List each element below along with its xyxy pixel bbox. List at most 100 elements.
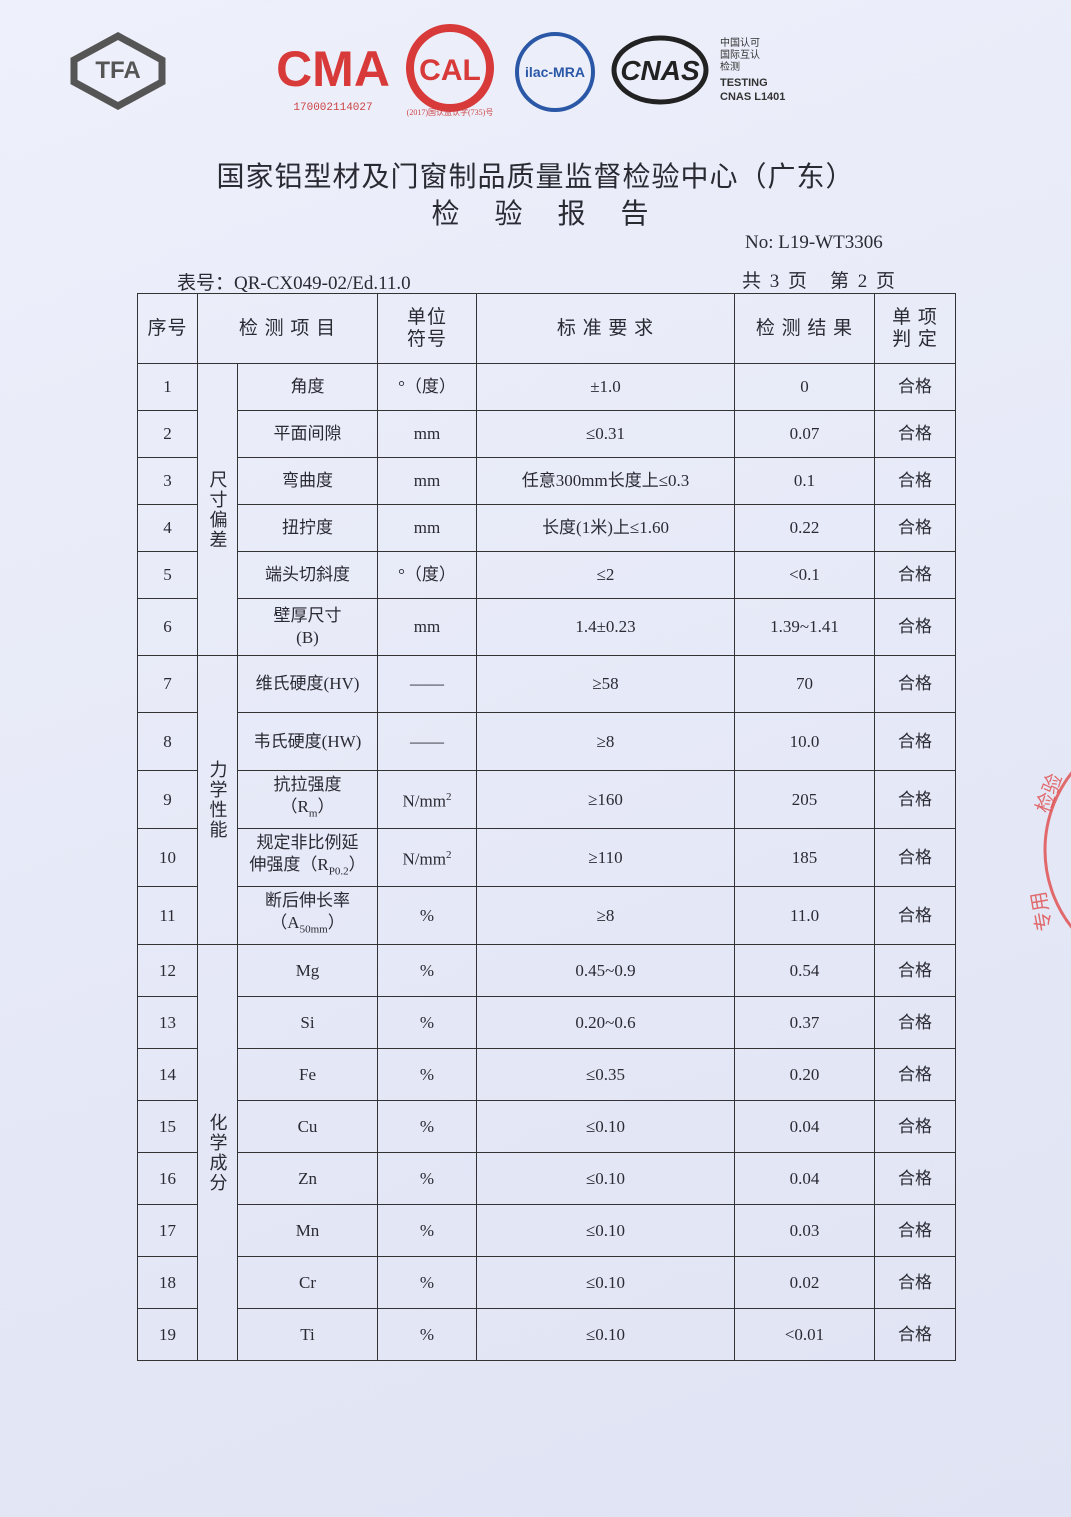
text: 平面间隙 (273, 424, 342, 443)
unit: mm (377, 457, 478, 505)
text: 0.37 (789, 1012, 820, 1032)
text: 合格 (898, 960, 933, 980)
text: 8 (163, 731, 172, 751)
cal-ring (406, 24, 494, 112)
verdict: 合格 (874, 1308, 957, 1361)
text: 11 (159, 905, 176, 925)
item: 壁厚尺寸 (B) (236, 598, 379, 656)
stamp: 检验 专用 (1027, 771, 1071, 933)
text: 15 (159, 1116, 176, 1136)
line: 规定非比例延 (256, 833, 359, 853)
tfa-text: TFA (95, 57, 140, 84)
text: 14 (159, 1064, 176, 1084)
text: ≤0.10 (585, 1272, 626, 1292)
item: Fe (236, 1048, 379, 1101)
value: L19-WT3306 (778, 232, 883, 253)
unit: % (377, 944, 478, 997)
text: Si (300, 1012, 315, 1032)
group-cell: 力学性能 (197, 655, 238, 945)
result-table: 序号检 测 项 目单位 符号标 准 要 求检 测 结 果单 项判 定 1 尺寸偏差 角度… (137, 293, 957, 1361)
result: 0.07 (734, 410, 876, 458)
text: N/mm (402, 791, 446, 811)
text: 19 (159, 1324, 176, 1344)
unit: % (377, 1308, 478, 1361)
text: % (419, 1064, 435, 1084)
text: 12 (159, 960, 176, 980)
result: <0.1 (734, 551, 876, 599)
text: 0.20~0.6 (575, 1012, 636, 1032)
item: 弯曲度 (236, 457, 379, 505)
item: 抗拉强度 （Rm） (236, 770, 379, 829)
unit: °（度） (377, 363, 478, 411)
line: (B) (296, 628, 319, 647)
result: 0.22 (734, 504, 876, 552)
item: 端头切斜度 (236, 551, 379, 599)
subtitle: 检 验 报 告 (431, 199, 663, 230)
item: Cr (236, 1256, 379, 1309)
text: 合格 (898, 1324, 933, 1344)
text: ≥110 (588, 847, 623, 867)
unit: °（度） (377, 551, 478, 599)
text: 合格 (898, 377, 933, 396)
verdict: 合格 (874, 504, 957, 552)
text: ≥8 (596, 905, 615, 925)
text: 205 (791, 789, 818, 809)
group-label: 尺寸偏差 (207, 469, 228, 550)
form-no: 表号：QR-CX049-02/Ed.11.0 (177, 268, 411, 295)
header-cell: 检 测 结 果 (734, 293, 876, 364)
text: 任意300mm长度上≤0.3 (521, 471, 690, 490)
verdict: 合格 (874, 828, 957, 887)
text: ≤0.31 (585, 424, 626, 443)
item: 断后伸长率 （A50mm） (236, 886, 379, 945)
unit: —— (377, 712, 478, 771)
unit: N/mm2 (377, 828, 478, 887)
row-no: 13 (137, 996, 198, 1049)
text: 5 (163, 565, 172, 584)
result: 0.54 (734, 944, 876, 997)
data-row: 11 断后伸长率 （A50mm）% ≥8 11.0 合格 (137, 886, 957, 945)
text: 韦氏硬度(HW) (253, 731, 362, 751)
result: 185 (734, 828, 876, 887)
row-no: 7 (137, 655, 198, 713)
line: 单位 (407, 306, 448, 328)
verdict: 合格 (874, 655, 957, 713)
text: mm (413, 617, 441, 636)
data-row: 1 尺寸偏差 角度 °（度） ±1.0 0 合格 (137, 363, 957, 656)
text: 合格 (898, 565, 933, 584)
verdict: 合格 (874, 712, 957, 771)
item: Mg (236, 944, 379, 997)
text: 1 (163, 377, 172, 396)
unit: —— (377, 655, 478, 713)
verdict: 合格 (874, 886, 957, 945)
item: 维氏硬度(HV) (236, 655, 379, 713)
line: 单 项 (892, 306, 938, 328)
standard: ≥8 (476, 886, 736, 945)
row-no: 12 (137, 944, 198, 997)
text: ≤0.10 (585, 1116, 626, 1136)
label: 表号： (177, 273, 235, 294)
item: Ti (236, 1308, 379, 1361)
header-cell: 检 测 项 目 (196, 293, 379, 364)
standard: ≤0.35 (476, 1048, 736, 1101)
unit: % (377, 1204, 478, 1257)
text: 端头切斜度 (265, 565, 350, 584)
cnas-logo: CNAS (620, 55, 700, 86)
text: 2 (163, 424, 172, 443)
text: 0.22 (789, 518, 820, 537)
verdict: 合格 (874, 1152, 957, 1205)
header-cell: 单位 符号 (377, 293, 478, 364)
text: 合格 (898, 1012, 933, 1032)
result: 0 (734, 363, 876, 411)
row-no: 14 (137, 1048, 198, 1101)
row-no: 15 (137, 1100, 198, 1153)
text: 185 (791, 847, 818, 867)
data-row: 7 力学性能 维氏硬度(HV) —— ≥58 70 合格 (137, 655, 957, 945)
verdict: 合格 (874, 996, 957, 1049)
verdict: 合格 (874, 363, 957, 411)
row-no: 3 (137, 457, 198, 505)
row-no: 4 (137, 504, 198, 552)
text: ≤2 (596, 565, 615, 584)
verdict: 合格 (874, 1100, 957, 1153)
text: Mg (295, 960, 320, 980)
text: 7 (163, 674, 172, 693)
